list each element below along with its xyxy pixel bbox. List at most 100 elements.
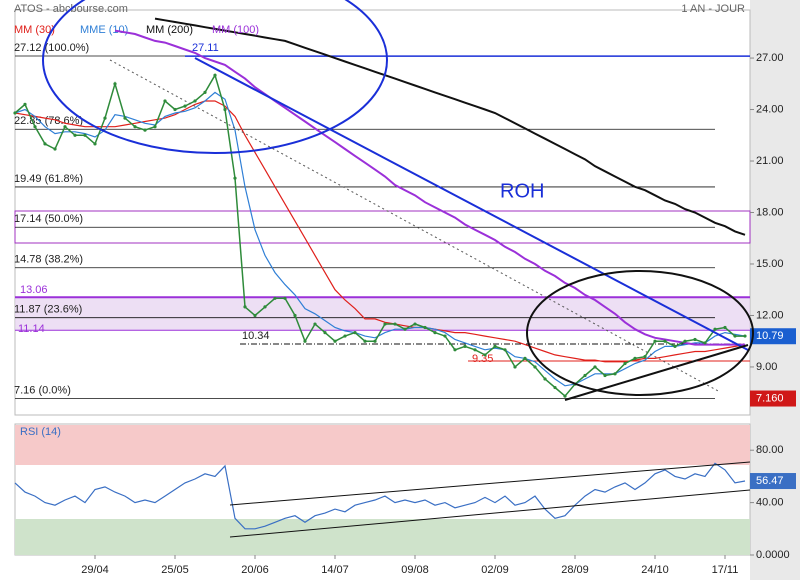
plot: 27.00 24.00 21.00 18.00 15.00 12.00 9.00 13.06 1… — [13, 17, 796, 576]
price-point — [273, 296, 277, 300]
support-label: 10.34 — [242, 330, 270, 342]
price-point — [743, 334, 747, 338]
y-tick-label: 15.00 — [756, 258, 784, 270]
price-point — [243, 305, 247, 309]
price-point — [103, 116, 107, 120]
x-tick-label: 29/04 — [81, 564, 109, 576]
legend-entry: MM (100) — [212, 24, 259, 36]
price-point — [43, 142, 47, 146]
price-point — [713, 327, 717, 331]
rsi-trend-line — [229, 461, 751, 506]
axis-area — [750, 0, 800, 580]
price-point — [223, 107, 227, 112]
price-point — [413, 322, 417, 326]
price-point — [53, 147, 57, 151]
moving-average — [154, 17, 746, 236]
circle-drawing — [42, 0, 388, 154]
ellipse-drawing — [526, 270, 754, 396]
price-point — [423, 325, 427, 330]
price-point — [603, 373, 607, 378]
price-point — [523, 356, 527, 360]
x-tick-label: 25/05 — [161, 564, 189, 576]
price-point — [653, 339, 657, 343]
legend-entry: MM (200) — [146, 24, 193, 36]
price-point — [613, 372, 617, 376]
legend-entry: MME (10) — [80, 24, 128, 36]
y-tick-label: 40.00 — [756, 497, 784, 509]
low-value: 7.160 — [756, 392, 784, 404]
price-point — [443, 334, 447, 338]
trend-line — [564, 344, 749, 401]
price-point — [263, 305, 267, 309]
fib-label: 14.78 (38.2%) — [14, 254, 83, 266]
price-point — [593, 365, 597, 369]
price-point — [513, 365, 517, 369]
rsi-trend-line — [229, 489, 751, 538]
price-point — [33, 125, 37, 129]
rsi-last-box — [750, 473, 796, 490]
price-line — [14, 73, 745, 398]
price-point — [13, 111, 17, 115]
price-point — [93, 142, 97, 146]
price-point — [303, 339, 307, 343]
price-point — [253, 313, 257, 318]
price-point — [283, 296, 287, 300]
chart-subtitle: 1 AN - JOUR — [681, 3, 745, 15]
trend-line — [194, 57, 749, 351]
price-point — [553, 385, 557, 390]
price-point — [63, 125, 67, 129]
price-point — [393, 322, 397, 326]
price-panel — [14, 9, 751, 416]
fib-label: 11.87 (23.6%) — [14, 304, 82, 316]
x-tick-label: 17/11 — [712, 564, 739, 576]
price-point — [73, 133, 77, 137]
price-point — [353, 331, 357, 335]
price-point — [623, 361, 627, 366]
rsi-last-value: 56.47 — [756, 475, 784, 487]
legend-entry: MM (30) — [14, 24, 55, 36]
x-tick-label: 09/08 — [401, 564, 429, 576]
moving-average — [114, 29, 745, 346]
resistance-label: 27.11 — [192, 42, 219, 54]
price-point — [723, 325, 727, 330]
fib-label: 7.16 (0.0%) — [14, 384, 71, 396]
price-point — [683, 339, 687, 343]
price-point — [293, 313, 297, 318]
price-point — [203, 90, 207, 94]
rsi-title: RSI (14) — [20, 426, 61, 438]
price-point — [333, 339, 337, 343]
price-point — [383, 322, 387, 326]
dotted-line — [109, 59, 721, 393]
price-point — [473, 348, 477, 352]
price-point — [643, 355, 647, 359]
y-tick-label: 21.00 — [756, 155, 784, 167]
price-point — [23, 102, 27, 106]
y-tick-label: 80.00 — [756, 444, 784, 456]
fib-label: 22.85 (78.6%) — [14, 115, 83, 127]
moving-average — [14, 91, 746, 387]
y-tick-label: 9.00 — [756, 361, 777, 373]
zone-label: 11.14 — [18, 323, 45, 335]
price-point — [343, 334, 347, 338]
price-point — [163, 99, 167, 103]
overbought-zone — [15, 425, 750, 465]
price-point — [503, 348, 507, 352]
y-tick-label: 0.0000 — [756, 549, 790, 561]
price-point — [483, 353, 487, 357]
price-point — [193, 99, 197, 103]
x-tick-label: 14/07 — [321, 564, 349, 576]
price-point — [323, 331, 327, 335]
price-point — [703, 341, 707, 345]
last-value: 10.79 — [756, 330, 784, 342]
x-tick-label: 28/09 — [561, 564, 589, 576]
x-tick-label: 20/06 — [241, 564, 269, 576]
y-tick-label: 27.00 — [756, 52, 784, 64]
oversold-zone — [15, 519, 750, 555]
price-point — [123, 116, 127, 120]
zone — [15, 297, 750, 331]
last-value-box — [750, 328, 796, 345]
price-point — [493, 344, 497, 348]
y-tick-label: 18.00 — [756, 206, 784, 218]
low-value-box — [750, 390, 796, 407]
y-tick-label: 12.00 — [756, 309, 784, 321]
